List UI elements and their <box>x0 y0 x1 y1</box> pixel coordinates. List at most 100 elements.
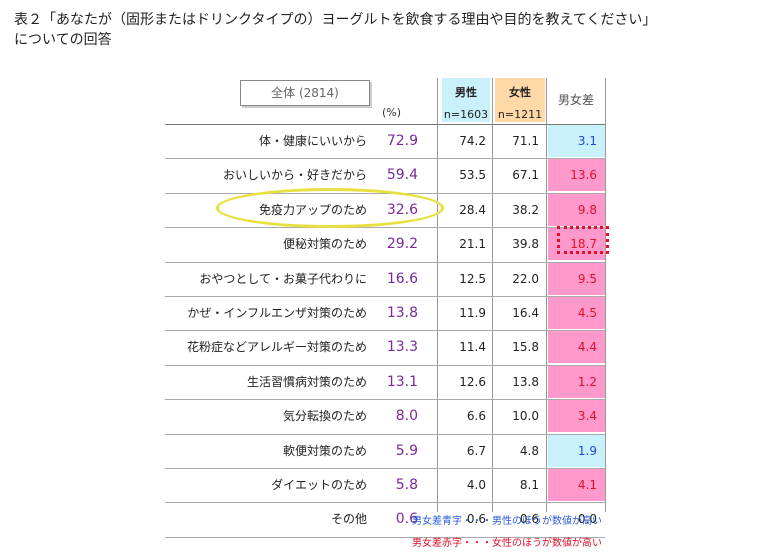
row-divider <box>165 124 605 125</box>
diff-value: 0.0 <box>548 503 605 535</box>
total-value: 5.8 <box>395 477 418 493</box>
male-column-header: 男性 n=1603 <box>442 78 490 122</box>
row-divider <box>165 502 605 503</box>
diff-value: 9.8 <box>548 194 605 226</box>
unit-label: (%) <box>382 106 402 119</box>
female-value: 16.4 <box>512 306 539 320</box>
total-value: 8.0 <box>395 408 418 424</box>
total-value: 13.3 <box>386 339 418 355</box>
column-divider <box>437 78 438 512</box>
male-sample-size: n=1603 <box>443 108 489 121</box>
total-value: 16.6 <box>386 271 418 287</box>
highlight-ellipse <box>216 188 444 228</box>
female-value: 0.6 <box>519 512 539 526</box>
row-divider <box>165 158 605 159</box>
row-divider <box>165 330 605 331</box>
male-value: 28.4 <box>459 203 486 217</box>
row-divider <box>165 296 605 297</box>
total-value: 72.9 <box>386 133 418 149</box>
total-value: 13.8 <box>386 305 418 321</box>
female-label: 女性 <box>509 86 531 99</box>
table-row: 体・健康にいいから 72.9 74.2 71.1 3.1 <box>0 124 770 158</box>
male-value: 11.4 <box>459 340 486 354</box>
title-line-2: についての回答 <box>14 32 112 48</box>
male-value: 74.2 <box>459 134 486 148</box>
row-label: ダイエットのため <box>271 478 367 492</box>
table-row: 軟便対策のため 5.9 6.7 4.8 1.9 <box>0 434 770 468</box>
male-value: 12.5 <box>459 272 486 286</box>
diff-value: 3.1 <box>548 125 605 157</box>
table-row: 生活習慣病対策のため 13.1 12.6 13.8 1.2 <box>0 365 770 399</box>
female-value: 4.8 <box>519 444 539 458</box>
legend-note-red: 男女差赤字・・・女性のほうが数値が高い <box>412 538 602 549</box>
diff-value: 3.4 <box>548 400 605 432</box>
total-value: 0.6 <box>395 511 418 527</box>
female-value: 38.2 <box>512 203 539 217</box>
female-sample-size: n=1211 <box>497 108 543 121</box>
diff-value: 4.5 <box>548 297 605 329</box>
male-value: 21.1 <box>459 237 486 251</box>
male-value: 6.6 <box>466 409 486 423</box>
highlight-dotted-box <box>557 226 609 254</box>
column-divider <box>492 78 493 512</box>
row-label: 生活習慣病対策のため <box>246 375 367 389</box>
female-value: 15.8 <box>512 340 539 354</box>
row-divider <box>165 399 605 400</box>
total-value: 5.9 <box>395 443 418 459</box>
row-label: おいしいから・好きだから <box>222 168 367 182</box>
row-divider <box>165 434 605 435</box>
table-row: 便秘対策のため 29.2 21.1 39.8 18.7 <box>0 227 770 261</box>
male-value: 0.6 <box>466 512 486 526</box>
female-value: 8.1 <box>519 478 539 492</box>
row-label: 便秘対策のため <box>282 237 367 251</box>
table-row: おいしいから・好きだから 59.4 53.5 67.1 13.6 <box>0 158 770 192</box>
row-label: 気分転換のため <box>282 409 367 423</box>
row-label: 花粉症などアレルギー対策のため <box>186 340 367 354</box>
male-value: 11.9 <box>459 306 486 320</box>
diff-value: 1.9 <box>548 435 605 467</box>
female-column-header: 女性 n=1211 <box>495 78 545 122</box>
column-divider <box>605 78 606 512</box>
row-label: その他 <box>330 512 367 526</box>
table-row: その他 0.6 0.6 0.6 0.0 <box>0 502 770 536</box>
table-row: かぜ・インフルエンザ対策のため 13.8 11.9 16.4 4.5 <box>0 296 770 330</box>
table-title: 表２「あなたが（固形またはドリンクタイプの）ヨーグルトを飲食する理由や目的を教え… <box>14 10 656 50</box>
diff-value: 13.6 <box>548 159 605 191</box>
legend-note-blue: 男女差青字・・・男性のほうが数値が高い <box>412 516 602 527</box>
female-value: 13.8 <box>512 375 539 389</box>
table-row: おやつとして・お菓子代わりに 16.6 12.5 22.0 9.5 <box>0 262 770 296</box>
diff-value: 1.2 <box>548 366 605 398</box>
female-value: 22.0 <box>512 272 539 286</box>
row-label: 軟便対策のため <box>282 444 367 458</box>
female-value: 39.8 <box>512 237 539 251</box>
male-value: 4.0 <box>466 478 486 492</box>
total-value: 13.1 <box>386 374 418 390</box>
female-value: 10.0 <box>512 409 539 423</box>
row-label: 体・健康にいいから <box>258 134 367 148</box>
row-divider <box>165 262 605 263</box>
male-value: 53.5 <box>459 168 486 182</box>
diff-column-header: 男女差 <box>557 93 594 107</box>
column-divider <box>546 78 547 512</box>
total-value: 59.4 <box>386 167 418 183</box>
total-value: 29.2 <box>386 236 418 252</box>
row-divider <box>165 537 605 538</box>
title-line-1: 表２「あなたが（固形またはドリンクタイプの）ヨーグルトを飲食する理由や目的を教え… <box>14 12 657 28</box>
row-divider <box>165 227 605 228</box>
diff-value: 9.5 <box>548 263 605 295</box>
row-divider <box>165 365 605 366</box>
table-row: ダイエットのため 5.8 4.0 8.1 4.1 <box>0 468 770 502</box>
female-value: 71.1 <box>512 134 539 148</box>
row-label: おやつとして・お菓子代わりに <box>199 272 367 286</box>
table-row: 気分転換のため 8.0 6.6 10.0 3.4 <box>0 399 770 433</box>
diff-value: 4.1 <box>548 469 605 501</box>
male-label: 男性 <box>455 86 477 99</box>
diff-value: 4.4 <box>548 331 605 363</box>
male-value: 12.6 <box>459 375 486 389</box>
total-header-box: 全体 (2814) <box>240 80 370 106</box>
row-label: かぜ・インフルエンザ対策のため <box>187 306 367 320</box>
row-divider <box>165 468 605 469</box>
male-value: 6.7 <box>466 444 486 458</box>
table-row: 花粉症などアレルギー対策のため 13.3 11.4 15.8 4.4 <box>0 330 770 364</box>
female-value: 67.1 <box>512 168 539 182</box>
